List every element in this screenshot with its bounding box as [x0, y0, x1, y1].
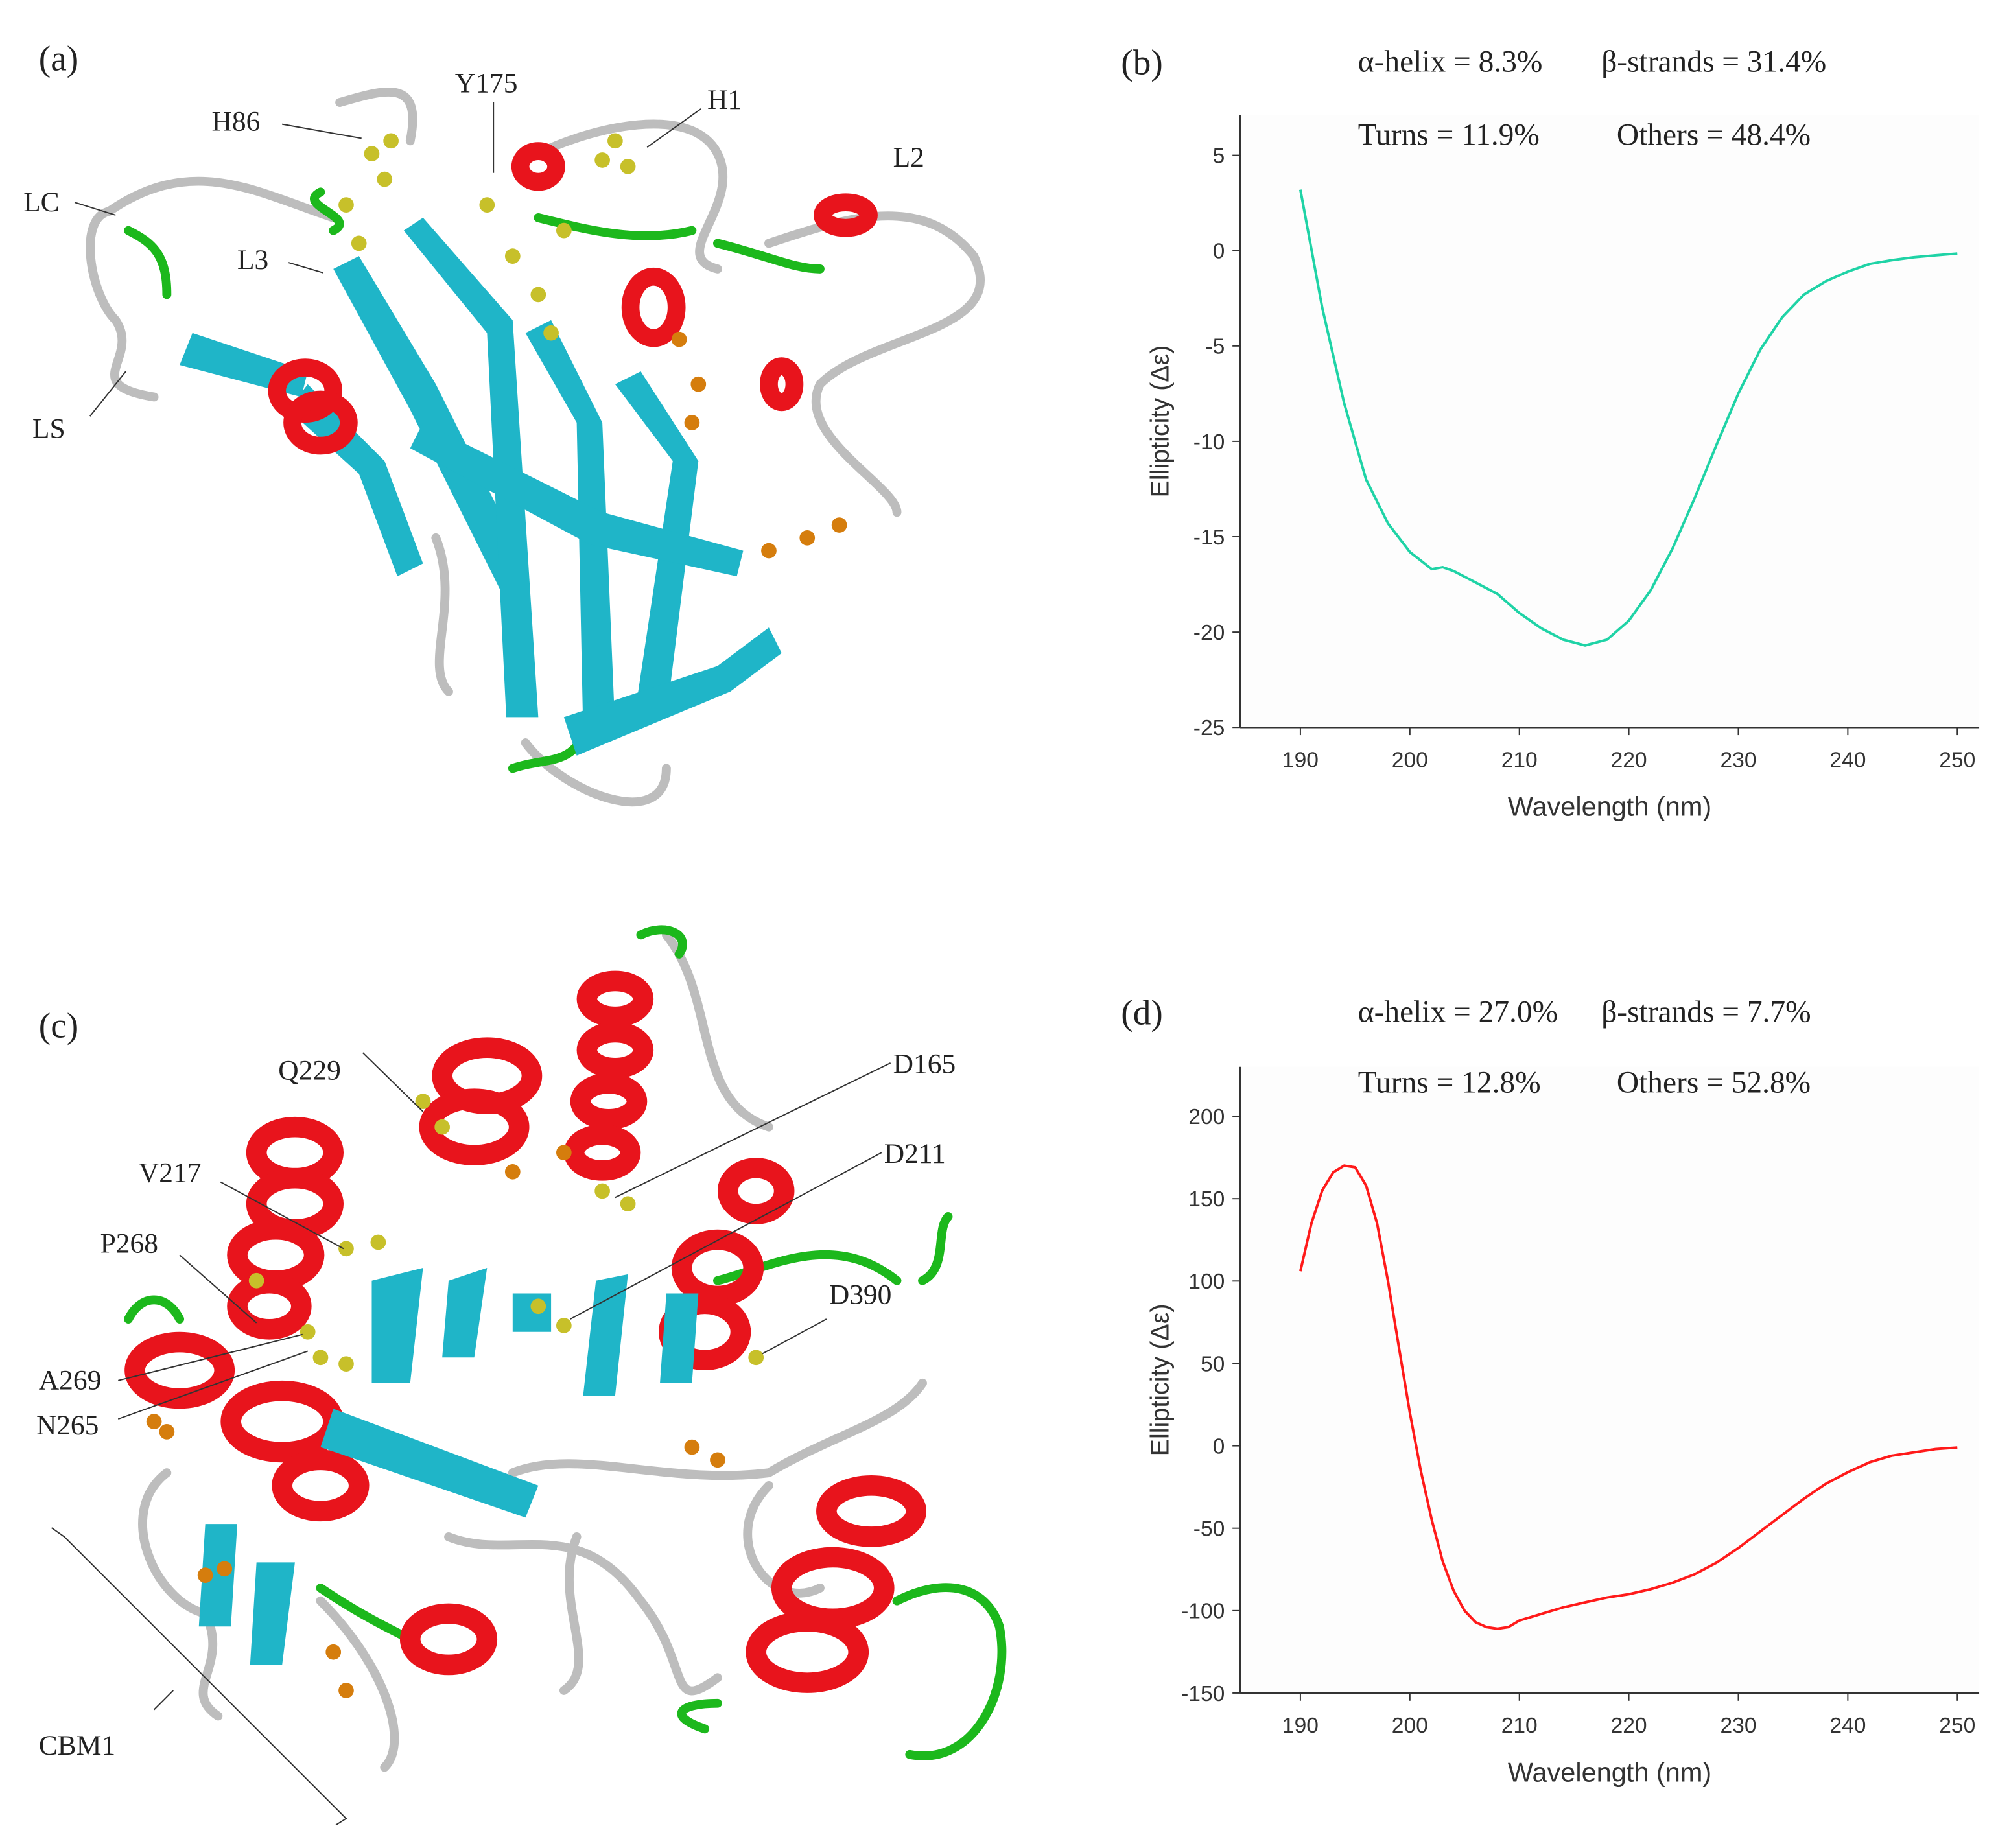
- panel-label: (a): [39, 39, 78, 78]
- annotation: Q229: [278, 1055, 341, 1086]
- annotation: Others = 52.8%: [1617, 1066, 1811, 1099]
- y-tick-label: -15: [1193, 526, 1225, 550]
- x-tick-label: 240: [1829, 1714, 1866, 1738]
- annotation: Others = 48.4%: [1617, 118, 1811, 152]
- y-tick-label: -25: [1193, 716, 1225, 740]
- plot-background: [1240, 1066, 1980, 1693]
- y-tick-label: -150: [1181, 1682, 1225, 1706]
- y-tick-label: 0: [1213, 1434, 1225, 1458]
- leader-lines: [51, 1052, 891, 1826]
- data-line: [1298, 1164, 1958, 1630]
- annotation: β-strands = 31.4%: [1601, 45, 1826, 79]
- x-tick-label: 250: [1939, 1714, 1975, 1738]
- annotation: Turns = 11.9%: [1358, 118, 1540, 152]
- annotation: α-helix = 8.3%: [1358, 45, 1543, 79]
- annotation: CBM1: [39, 1730, 115, 1761]
- annotation: P268: [100, 1228, 158, 1259]
- x-axis-label: Wavelength (nm): [1508, 791, 1711, 822]
- annotation: L3: [237, 244, 268, 275]
- x-tick-label: 190: [1282, 748, 1319, 772]
- annotation: H1: [707, 84, 742, 115]
- y-tick-label: 150: [1188, 1187, 1225, 1211]
- strand: [410, 422, 744, 577]
- annotation: N265: [36, 1410, 99, 1441]
- y-tick-label: -5: [1205, 335, 1225, 359]
- x-tick-label: 230: [1720, 748, 1756, 772]
- annotation: D211: [884, 1138, 946, 1169]
- y-tick-label: 200: [1188, 1105, 1225, 1129]
- strand: [615, 371, 699, 718]
- data-line: [1298, 189, 1958, 647]
- y-tick-label: 5: [1213, 144, 1225, 168]
- plot-background: [1240, 115, 1980, 728]
- annotation: A269: [39, 1365, 102, 1396]
- annotation: L2: [893, 142, 924, 173]
- y-tick-label: 100: [1188, 1270, 1225, 1294]
- annotation: D165: [893, 1049, 956, 1080]
- annotation: Turns = 12.8%: [1358, 1066, 1541, 1099]
- x-tick-label: 250: [1939, 748, 1975, 772]
- y-axis-label: Ellipticity (Δε): [1145, 345, 1174, 498]
- leader-lines: [74, 102, 701, 417]
- y-tick-label: -50: [1193, 1517, 1225, 1541]
- annotation: LS: [32, 414, 65, 445]
- protein-structure-c: [124, 925, 1007, 1772]
- x-tick-label: 200: [1392, 748, 1428, 772]
- y-tick-label: -20: [1193, 621, 1225, 645]
- annotation: β-strands = 7.7%: [1601, 996, 1811, 1029]
- annotation: LC: [23, 187, 60, 218]
- x-tick-label: 190: [1282, 1714, 1319, 1738]
- x-axis-label: Wavelength (nm): [1508, 1757, 1711, 1787]
- strand: [403, 217, 539, 718]
- x-tick-label: 220: [1611, 1714, 1647, 1738]
- annotation: Y175: [455, 67, 518, 99]
- x-tick-label: 240: [1829, 748, 1866, 772]
- strand: [288, 384, 423, 577]
- y-tick-label: -10: [1193, 430, 1225, 454]
- annotation: α-helix = 27.0%: [1358, 996, 1558, 1029]
- annotation: V217: [139, 1158, 202, 1189]
- y-axis-label: Ellipticity (Δε): [1145, 1304, 1174, 1456]
- x-tick-label: 210: [1501, 748, 1538, 772]
- panel-label: (c): [39, 1005, 78, 1045]
- panel-label: (b): [1121, 43, 1163, 82]
- x-tick-label: 220: [1611, 748, 1647, 772]
- strand: [525, 320, 615, 731]
- x-tick-label: 210: [1501, 1714, 1538, 1738]
- x-tick-label: 200: [1392, 1714, 1428, 1738]
- y-tick-label: 50: [1201, 1352, 1225, 1376]
- annotation: D390: [829, 1279, 892, 1310]
- y-tick-label: -100: [1181, 1600, 1225, 1624]
- y-tick-label: 0: [1213, 240, 1225, 264]
- protein-structure-a: [86, 88, 985, 806]
- x-tick-label: 230: [1720, 1714, 1756, 1738]
- strand: [563, 627, 782, 756]
- panel-label: (d): [1121, 993, 1163, 1033]
- annotation: H86: [212, 106, 261, 137]
- strand: [333, 256, 526, 589]
